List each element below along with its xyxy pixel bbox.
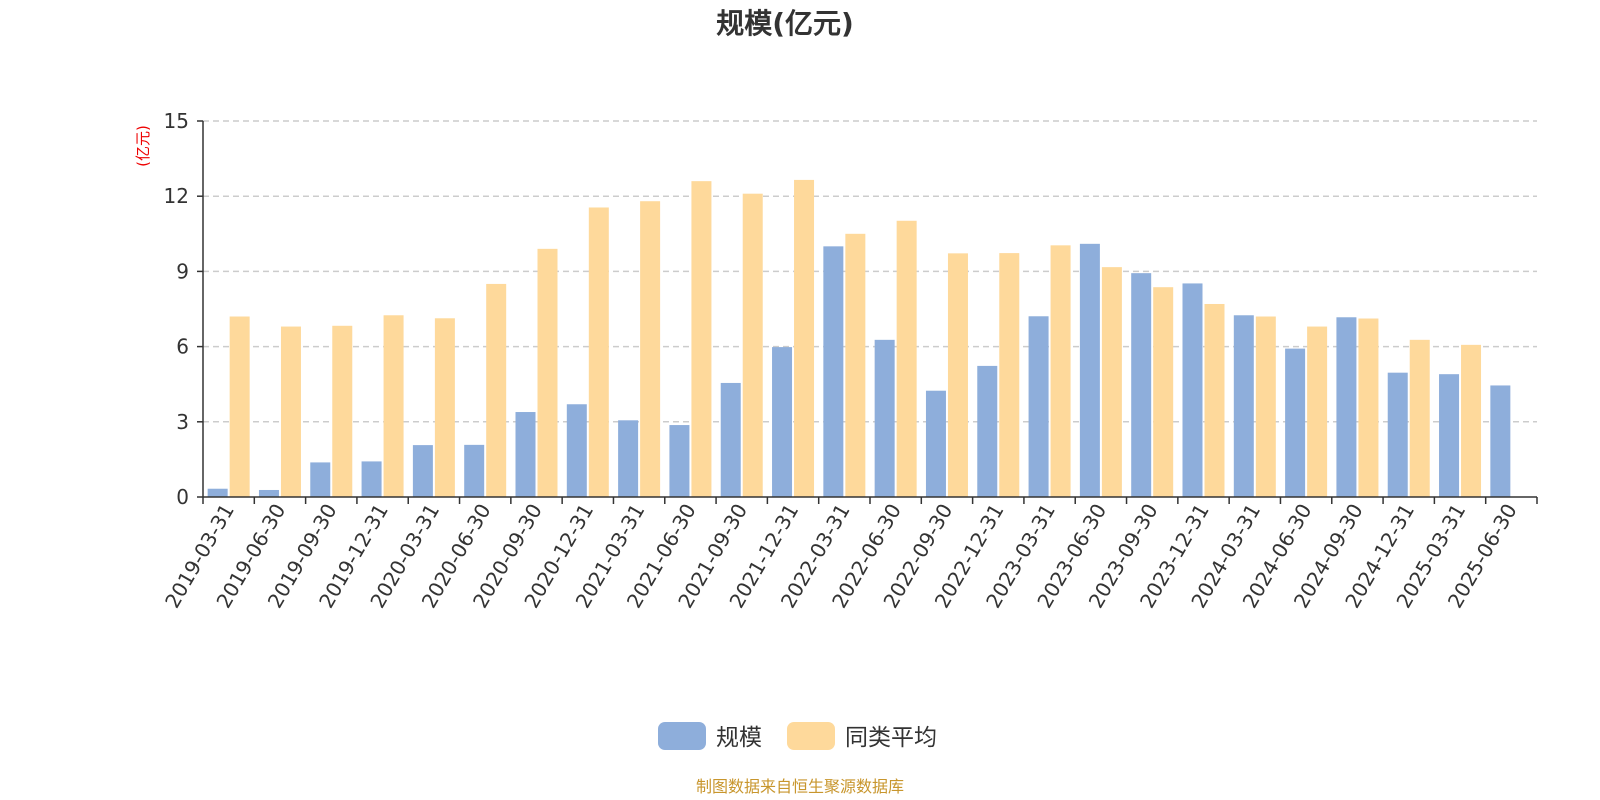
bar-scale	[361, 461, 382, 497]
bar-peer-average	[1461, 344, 1482, 497]
bar-peer-average	[588, 207, 609, 498]
bar-peer-average	[1307, 326, 1328, 497]
bar-scale	[1490, 385, 1511, 497]
bar-scale	[669, 425, 690, 497]
bar-peer-average	[1153, 287, 1174, 497]
bar-peer-average	[1050, 245, 1071, 497]
bar-scale	[1439, 374, 1460, 497]
bar-scale	[207, 488, 228, 497]
bar-peer-average	[845, 233, 866, 498]
bar-peer-average	[1101, 267, 1122, 497]
bar-peer-average	[1409, 339, 1430, 497]
bar-scale	[310, 462, 331, 497]
bar-scale	[1387, 372, 1408, 497]
bar-scale	[1079, 243, 1100, 497]
bar-peer-average	[229, 316, 250, 497]
bar-scale	[1028, 316, 1049, 497]
bar-peer-average	[640, 201, 661, 498]
y-axis-ticks: 0 3 6 9 12 15	[164, 109, 189, 509]
bar-scale	[874, 339, 895, 497]
chart-title: 规模(亿元)	[716, 7, 854, 40]
bar-scale	[258, 489, 279, 497]
bar-peer-average	[332, 325, 353, 497]
legend-label: 同类平均	[845, 725, 937, 751]
bar-peer-average	[999, 253, 1020, 497]
bar-scale	[412, 445, 433, 497]
bar-scale	[566, 404, 587, 497]
bar-peer-average	[434, 318, 455, 497]
y-tick-label: 9	[176, 259, 189, 283]
bar-peer-average	[896, 220, 917, 498]
bar-peer-average	[1358, 318, 1379, 497]
bar-peer-average	[486, 283, 507, 497]
bar-scale	[772, 347, 793, 497]
y-tick-label: 12	[164, 184, 189, 208]
bar-scale	[823, 246, 844, 497]
legend-item[interactable]: 同类平均	[787, 722, 937, 751]
bar-scale	[1182, 283, 1203, 497]
data-source-note: 制图数据来自恒生聚源数据库	[696, 777, 904, 796]
legend-item[interactable]: 规模	[658, 722, 762, 751]
bar-scale	[1233, 315, 1254, 497]
bar-peer-average	[1204, 303, 1225, 497]
bar-scale	[515, 412, 536, 497]
y-tick-label: 0	[176, 485, 189, 509]
bar-peer-average	[947, 253, 968, 497]
legend[interactable]: 规模 同类平均	[658, 722, 937, 751]
y-tick-label: 3	[176, 410, 189, 434]
bar-peer-average	[280, 326, 301, 497]
y-axis-unit-label: (亿元)	[134, 125, 152, 167]
bar-scale	[925, 390, 946, 497]
bar-peer-average	[1255, 316, 1276, 497]
bar-scale	[618, 420, 639, 497]
bar-scale	[1285, 348, 1306, 497]
bars	[207, 179, 1511, 498]
legend-label: 规模	[716, 725, 762, 751]
bar-scale	[1336, 317, 1357, 497]
x-axis-ticks: 2019-03-312019-06-302019-09-302019-12-31…	[160, 500, 1522, 613]
bar-peer-average	[383, 315, 404, 497]
bar-scale	[977, 365, 998, 497]
bar-peer-average	[537, 248, 558, 497]
y-tick-label: 15	[164, 109, 189, 133]
y-tick-label: 6	[176, 335, 189, 359]
legend-swatch	[787, 722, 835, 750]
bar-scale	[720, 382, 741, 497]
axes	[197, 120, 1538, 504]
bar-peer-average	[742, 193, 763, 497]
legend-swatch	[658, 722, 706, 750]
bar-peer-average	[794, 179, 815, 497]
bar-scale	[464, 444, 485, 497]
bar-peer-average	[691, 181, 712, 497]
bar-scale	[1131, 273, 1152, 497]
